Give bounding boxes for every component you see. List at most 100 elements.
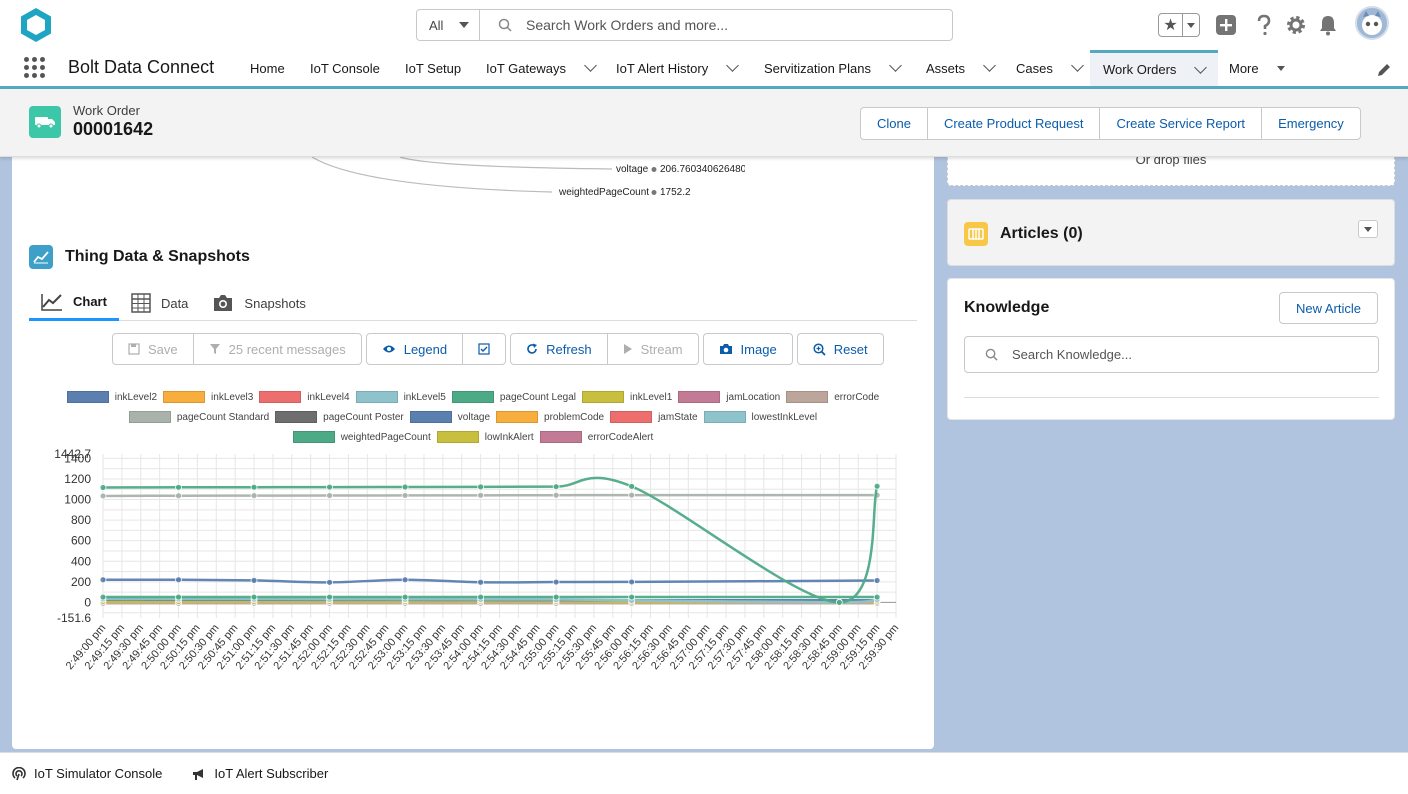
utility-iot-alert-subscriber[interactable]: IoT Alert Subscriber <box>192 766 328 781</box>
series-line <box>102 597 878 604</box>
notifications-bell-icon[interactable] <box>1316 13 1340 37</box>
thing-data-line-chart: 1400120010008006004002000-151.61442.72:4… <box>54 447 901 672</box>
nav-item-label: Assets <box>926 60 966 76</box>
search-input[interactable]: Search Work Orders and more... <box>480 10 952 40</box>
nav-item-label: Home <box>250 60 285 76</box>
tab-snapshots[interactable]: Snapshots <box>200 285 317 321</box>
legend-item[interactable]: inkLevel2 <box>66 391 157 403</box>
org-logo-icon[interactable] <box>18 6 54 44</box>
nav-item-work-orders[interactable]: Work Orders <box>1090 50 1218 86</box>
user-avatar[interactable] <box>1355 6 1389 40</box>
save-button[interactable]: Save <box>113 334 194 364</box>
data-point <box>99 484 107 491</box>
stream-button[interactable]: Stream <box>608 334 698 364</box>
legend-toggle-checkbox[interactable] <box>463 334 505 364</box>
legend-item[interactable]: jamLocation <box>678 391 780 403</box>
create-service-report-button[interactable]: Create Service Report <box>1100 108 1263 139</box>
nav-item-iot-alert-history[interactable]: IoT Alert History <box>616 50 740 86</box>
legend-item[interactable]: voltage <box>409 411 490 423</box>
knowledge-search-input[interactable]: Search Knowledge... <box>964 336 1379 373</box>
nav-item-iot-gateways[interactable]: IoT Gateways <box>486 50 597 86</box>
clone-button[interactable]: Clone <box>861 108 928 139</box>
legend-label: pageCount Legal <box>499 391 577 403</box>
data-point <box>628 593 636 601</box>
legend-item[interactable]: lowestInkLevel <box>703 411 817 423</box>
legend-label: Legend <box>403 341 448 357</box>
favorites-dropdown[interactable] <box>1183 14 1199 36</box>
legend-item[interactable]: errorCodeAlert <box>539 431 653 443</box>
legend-item[interactable]: weightedPageCount <box>292 431 431 443</box>
recent-messages-filter[interactable]: 25 recent messages <box>194 334 361 364</box>
tab-chart[interactable]: Chart <box>29 285 119 321</box>
search-scope-select[interactable]: All <box>417 10 480 40</box>
legend-button[interactable]: Legend <box>367 334 464 364</box>
favorites-star-icon[interactable]: ★ <box>1159 14 1183 36</box>
nav-item-iot-setup[interactable]: IoT Setup <box>405 50 461 86</box>
legend-item[interactable]: pageCount Poster <box>275 411 404 423</box>
image-button[interactable]: Image <box>704 334 792 364</box>
create-product-request-button[interactable]: Create Product Request <box>928 108 1101 139</box>
camera-icon <box>719 344 732 354</box>
legend-label: inkLevel4 <box>307 391 350 403</box>
legend-item[interactable]: errorCode <box>786 391 879 403</box>
tab-data[interactable]: Data <box>119 285 200 321</box>
y-tick-label: 400 <box>71 554 91 568</box>
legend-item[interactable]: problemCode <box>496 411 604 423</box>
knowledge-search-placeholder: Search Knowledge... <box>1012 347 1132 362</box>
chevron-down-icon[interactable] <box>726 59 740 72</box>
reset-button[interactable]: Reset <box>798 334 883 364</box>
data-point <box>250 492 258 500</box>
tree-node-weighted-page-count: weightedPageCount <box>559 187 650 198</box>
nav-item-home[interactable]: Home <box>250 50 285 86</box>
nav-item-label: Cases <box>1016 60 1053 76</box>
chevron-down-icon[interactable] <box>1070 59 1084 72</box>
legend-swatch <box>451 391 494 403</box>
data-point <box>401 492 409 499</box>
legend-item[interactable]: inkLevel1 <box>582 391 672 403</box>
emergency-button[interactable]: Emergency <box>1278 116 1344 131</box>
y-tick-label: 1200 <box>64 472 91 486</box>
help-icon[interactable] <box>1252 13 1276 37</box>
articles-menu-button[interactable] <box>1358 220 1378 238</box>
data-point <box>326 492 333 499</box>
nav-item-assets[interactable]: Assets <box>926 50 996 86</box>
chevron-down-icon[interactable] <box>983 59 996 72</box>
chevron-down-icon <box>1276 65 1285 71</box>
nav-item-cases[interactable]: Cases <box>1016 50 1084 86</box>
gear-icon[interactable] <box>1284 13 1308 37</box>
legend-item[interactable]: inkLevel4 <box>259 391 350 403</box>
nav-item-more[interactable]: More <box>1229 50 1285 86</box>
chevron-down-icon[interactable] <box>889 59 902 72</box>
legend-row: inkLevel2 inkLevel3 inkLevel4 inkLevel5 page… <box>12 387 934 407</box>
legend-swatch <box>496 411 539 423</box>
chevron-down-icon[interactable] <box>1194 60 1208 74</box>
new-article-button[interactable]: New Article <box>1278 292 1378 324</box>
legend-label: pageCount Standard <box>176 411 270 423</box>
nav-item-iot-console[interactable]: IoT Console <box>310 50 380 86</box>
legend-item[interactable]: pageCount Legal <box>451 391 577 403</box>
reset-label: Reset <box>833 341 868 357</box>
legend-item[interactable]: lowInkAlert <box>436 431 534 443</box>
refresh-button[interactable]: Refresh <box>511 334 608 364</box>
app-launcher-icon[interactable] <box>24 57 46 79</box>
search-icon <box>498 18 512 32</box>
data-point <box>99 492 107 500</box>
tab-label: Chart <box>73 294 107 309</box>
legend-item[interactable]: pageCount Standard <box>128 411 270 423</box>
tree-connector-lines <box>311 157 657 195</box>
global-actions-icon[interactable] <box>1214 13 1238 37</box>
legend-item[interactable]: inkLevel3 <box>163 391 253 403</box>
nav-item-servitization-plans[interactable]: Servitization Plans <box>764 50 902 86</box>
record-header: Work Order 00001642 Clone Create Product… <box>0 89 1408 157</box>
legend-swatch <box>610 411 653 423</box>
utility-bar: IoT Simulator Console IoT Alert Subscrib… <box>0 752 1408 794</box>
edit-nav-pencil-icon[interactable] <box>1376 62 1392 78</box>
thing-data-header: Thing Data & Snapshots <box>29 245 250 269</box>
chevron-down-icon[interactable] <box>584 59 597 72</box>
legend-swatch <box>259 391 302 403</box>
legend-item[interactable]: jamState <box>610 411 698 423</box>
y-tick-label: 200 <box>71 575 91 589</box>
utility-iot-simulator-console[interactable]: IoT Simulator Console <box>12 766 162 781</box>
legend-item[interactable]: inkLevel5 <box>355 391 446 403</box>
favorites-group: ★ <box>1158 13 1200 37</box>
